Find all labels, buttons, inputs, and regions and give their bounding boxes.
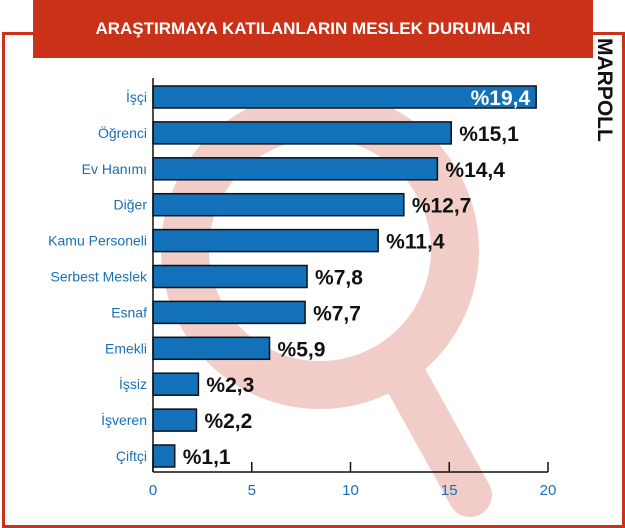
category-label: İşveren — [101, 411, 147, 428]
bar — [152, 444, 176, 468]
bar — [152, 408, 198, 432]
bar — [152, 121, 452, 145]
bar — [152, 264, 308, 289]
marpoll-logo: MARPOLL — [593, 38, 616, 142]
category-label: Ev Hanımı — [82, 161, 147, 177]
category-label: Emekli — [105, 340, 147, 356]
value-label: %7,8 — [315, 267, 363, 290]
chart-title: ARAŞTIRMAYA KATILANLARIN MESLEK DURUMLAR… — [33, 0, 593, 58]
category-label: İşçi — [126, 88, 147, 105]
bar — [152, 372, 200, 396]
value-label: %1,1 — [183, 446, 231, 469]
category-label: Diğer — [114, 197, 148, 213]
bar — [152, 157, 439, 181]
value-label: %5,9 — [278, 338, 326, 361]
bar — [152, 300, 306, 325]
value-label: %15,1 — [459, 123, 519, 146]
logo-text: MARPOLL — [593, 38, 616, 142]
bar — [152, 228, 379, 253]
value-label: %14,4 — [445, 159, 505, 182]
value-label: %2,3 — [206, 374, 254, 397]
x-tick-label: 10 — [342, 482, 359, 499]
category-label: Esnaf — [111, 304, 147, 320]
category-label: Kamu Personeli — [48, 233, 147, 249]
category-label: Çiftçi — [116, 448, 147, 464]
category-label: Öğrenci — [98, 124, 147, 141]
x-tick-label: 15 — [441, 482, 458, 499]
category-label: Serbest Meslek — [51, 269, 148, 285]
value-label: %12,7 — [412, 195, 472, 218]
x-tick-label: 0 — [149, 482, 157, 499]
value-label: %11,4 — [386, 231, 445, 254]
value-label: %2,2 — [204, 410, 252, 433]
x-tick-label: 5 — [248, 482, 256, 499]
value-label: %7,7 — [313, 302, 361, 325]
category-label: İşsiz — [119, 375, 147, 392]
bar — [152, 336, 271, 361]
x-tick-label: 20 — [540, 482, 557, 499]
value-label: %19,4 — [471, 87, 531, 110]
bar — [152, 192, 405, 217]
